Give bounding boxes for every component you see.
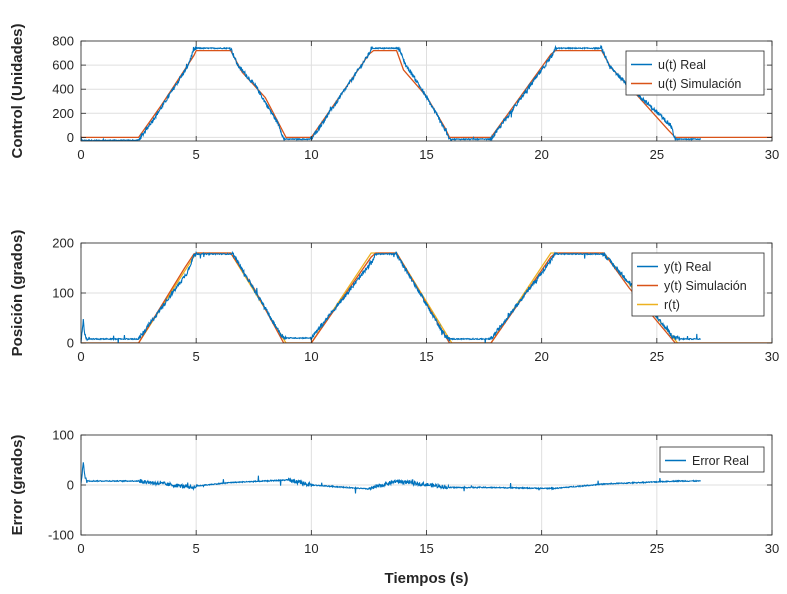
x-tick-label: 5: [193, 349, 200, 364]
legend-box: [625, 50, 765, 96]
y-axis-label: Posición (grados): [9, 230, 26, 357]
x-tick-label: 10: [304, 147, 318, 162]
x-tick-label: 20: [534, 541, 548, 556]
legend-entry: y(t) Simulación: [664, 279, 747, 293]
y-tick-label: 100: [52, 428, 74, 443]
series-line-u-t-real: [81, 44, 702, 141]
chart-panel-2: 0 5 10 15 20 25 30 0 100 200 Posición (grados) y(t)…: [9, 230, 779, 364]
y-axis-label: Control (Unidades): [9, 24, 26, 159]
legend: y(t) Real y(t) Simulación r(t): [631, 252, 765, 317]
y-tick-label: 0: [67, 478, 74, 493]
x-tick-label: 15: [419, 541, 433, 556]
x-tick-label: 30: [765, 541, 779, 556]
x-tick-label: 30: [765, 349, 779, 364]
y-axis-label: Error (grados): [9, 435, 26, 536]
x-tick-label: 0: [77, 147, 84, 162]
x-tick-label: 5: [193, 147, 200, 162]
x-tick-label: 25: [650, 349, 664, 364]
chart-panel-1: 0 5 10 15 20 25 30 0 200 400 600 800 Control (Unidad…: [9, 24, 779, 163]
legend: Error Real: [659, 446, 765, 473]
x-tick-label: 20: [534, 349, 548, 364]
x-tick-label: 25: [650, 147, 664, 162]
series-line-error-real: [81, 462, 701, 494]
legend-entry: r(t): [664, 298, 680, 312]
y-tick-label: 800: [52, 34, 74, 49]
x-tick-label: 0: [77, 349, 84, 364]
x-tick-label: 25: [650, 541, 664, 556]
legend-entry: u(t) Simulación: [658, 77, 741, 91]
legend-entry: Error Real: [692, 454, 749, 468]
y-tick-label: 0: [67, 130, 74, 145]
legend: u(t) Real u(t) Simulación: [625, 50, 765, 96]
x-tick-label: 30: [765, 147, 779, 162]
legend-entry: u(t) Real: [658, 58, 706, 72]
y-tick-label: 200: [52, 236, 74, 251]
legend-entry: y(t) Real: [664, 260, 711, 274]
y-tick-label: 400: [52, 82, 74, 97]
series-line-y-t-real: [81, 250, 701, 343]
x-tick-label: 10: [304, 541, 318, 556]
legend-box: [631, 252, 765, 317]
x-axis-label: Tiempos (s): [385, 570, 469, 587]
x-tick-label: 10: [304, 349, 318, 364]
y-tick-label: 200: [52, 106, 74, 121]
y-tick-label: 600: [52, 58, 74, 73]
y-tick-label: 0: [67, 336, 74, 351]
x-tick-label: 15: [419, 349, 433, 364]
x-tick-label: 0: [77, 541, 84, 556]
x-tick-label: 15: [419, 147, 433, 162]
x-tick-label: 5: [193, 541, 200, 556]
y-tick-label: -100: [48, 528, 74, 543]
x-tick-label: 20: [534, 147, 548, 162]
y-tick-label: 100: [52, 286, 74, 301]
legend-box: [659, 446, 765, 473]
